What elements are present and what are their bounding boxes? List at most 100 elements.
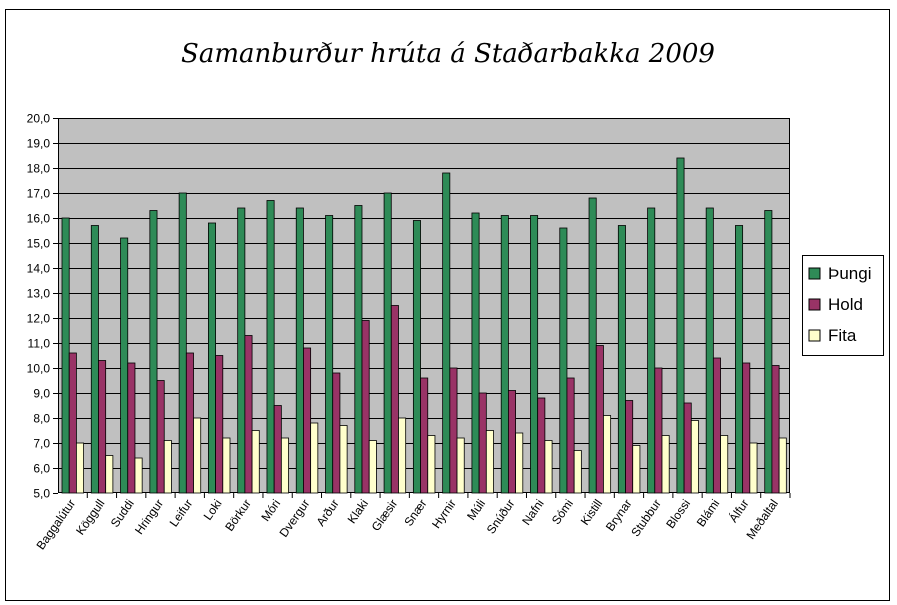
bar-hold-20 — [654, 367, 663, 494]
bar-þungi-20 — [647, 207, 656, 494]
y-tick-label: 15,0 — [27, 237, 51, 251]
bar-hold-12 — [420, 377, 429, 494]
bar-hold-24 — [771, 365, 780, 494]
y-tick-label: 8,0 — [33, 412, 50, 426]
bar-þungi-24 — [764, 210, 773, 494]
y-tick-label: 11,0 — [28, 337, 51, 351]
bar-fita-11 — [398, 417, 407, 494]
bar-hold-14 — [478, 392, 487, 494]
bar-þungi-11 — [383, 192, 392, 494]
bar-þungi-13 — [442, 172, 451, 494]
bar-fita-24 — [778, 437, 787, 494]
y-tick-label: 14,0 — [27, 262, 51, 276]
bar-þungi-12 — [412, 220, 421, 494]
y-tick-label: 17,0 — [27, 187, 51, 201]
legend-swatch-þungi — [808, 267, 821, 280]
bar-fita-23 — [749, 442, 758, 494]
bar-þungi-10 — [354, 205, 363, 494]
bar-þungi-2 — [120, 237, 129, 494]
bar-þungi-18 — [588, 197, 597, 494]
bar-hold-6 — [244, 335, 253, 494]
bar-hold-23 — [742, 362, 751, 494]
y-tick-label: 20,0 — [27, 112, 51, 126]
bar-hold-2 — [127, 362, 136, 494]
bar-þungi-6 — [237, 207, 246, 494]
legend-label-þungi: Þungi — [828, 264, 871, 283]
bar-þungi-3 — [149, 210, 158, 494]
bar-þungi-15 — [500, 215, 509, 494]
bar-þungi-7 — [266, 200, 275, 494]
bar-hold-9 — [332, 372, 341, 494]
bar-fita-0 — [76, 442, 85, 494]
bar-hold-21 — [683, 402, 692, 494]
y-tick-label: 6,0 — [33, 462, 50, 476]
bar-þungi-14 — [471, 212, 480, 494]
bar-þungi-9 — [325, 215, 334, 494]
bar-hold-7 — [273, 405, 282, 494]
bar-hold-3 — [156, 380, 165, 494]
bar-fita-19 — [632, 445, 641, 494]
bar-fita-6 — [251, 430, 260, 494]
plot-area: 5,0 6,0 7,0 8,0 9,0 10,0 11,0 12,0 13,0 14,0 15,0 1… — [27, 112, 791, 552]
bar-fita-15 — [515, 432, 524, 494]
y-tick-label: 10,0 — [27, 362, 51, 376]
bar-hold-5 — [215, 355, 224, 494]
y-tick-label: 18,0 — [27, 162, 51, 176]
y-tick-label: 7,0 — [33, 437, 50, 451]
bar-fita-7 — [280, 437, 289, 494]
bar-fita-14 — [485, 430, 494, 494]
bar-hold-11 — [390, 305, 399, 494]
bar-þungi-21 — [676, 157, 685, 494]
chart-title: Samanburður hrúta á Staðarbakka 2009 — [181, 39, 715, 69]
legend-swatch-hold — [808, 298, 821, 311]
bar-fita-2 — [134, 457, 143, 494]
bar-þungi-5 — [207, 222, 216, 494]
y-tick-label: 12,0 — [27, 312, 51, 326]
bar-fita-16 — [544, 440, 553, 494]
bar-þungi-8 — [295, 207, 304, 494]
bar-fita-9 — [339, 425, 348, 494]
bar-hold-1 — [98, 360, 107, 494]
bar-hold-13 — [449, 367, 458, 494]
y-tick-label: 5,0 — [33, 487, 50, 501]
bar-fita-12 — [427, 435, 436, 494]
bar-hold-22 — [712, 357, 721, 494]
bar-hold-19 — [625, 400, 634, 494]
bar-fita-4 — [193, 417, 202, 494]
bar-þungi-1 — [90, 225, 99, 494]
y-tick-label: 13,0 — [27, 287, 51, 301]
bar-þungi-0 — [61, 217, 70, 494]
legend-swatch-fita — [808, 329, 821, 342]
bar-fita-13 — [456, 437, 465, 494]
legend-label-fita: Fita — [828, 326, 857, 345]
bar-fita-8 — [310, 422, 319, 494]
bar-hold-16 — [537, 397, 546, 494]
legend: Þungi Hold Fita — [802, 255, 884, 356]
bar-fita-22 — [720, 435, 729, 494]
y-tick-label: 19,0 — [27, 137, 51, 151]
bar-fita-10 — [368, 440, 377, 494]
bar-fita-1 — [105, 455, 114, 494]
y-tick-label: 16,0 — [27, 212, 51, 226]
bar-hold-15 — [507, 390, 516, 494]
legend-label-hold: Hold — [828, 295, 863, 314]
bar-þungi-19 — [617, 225, 626, 494]
bar-fita-5 — [222, 437, 231, 494]
bar-þungi-22 — [705, 207, 714, 494]
bar-hold-18 — [595, 345, 604, 494]
y-tick-label: 9,0 — [33, 387, 50, 401]
bar-fita-21 — [690, 420, 699, 494]
bar-fita-17 — [573, 450, 582, 494]
bar-þungi-17 — [559, 227, 568, 494]
bar-hold-0 — [68, 352, 77, 494]
bar-hold-17 — [566, 377, 575, 494]
bar-þungi-4 — [178, 192, 187, 494]
bar-hold-4 — [185, 352, 194, 494]
bar-þungi-23 — [735, 225, 744, 494]
bar-þungi-16 — [530, 215, 539, 494]
bar-hold-8 — [303, 347, 312, 494]
bar-hold-10 — [361, 320, 370, 494]
bar-fita-20 — [661, 435, 670, 494]
